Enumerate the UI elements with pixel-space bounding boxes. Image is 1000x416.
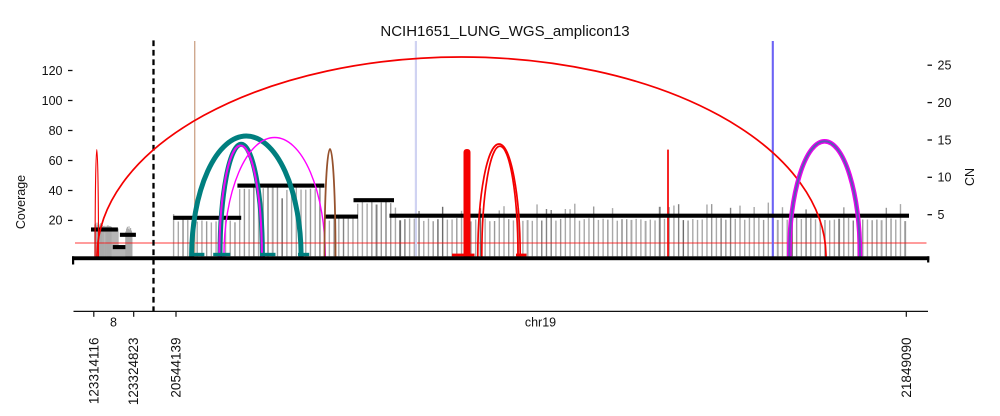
svg-text:20: 20	[49, 214, 63, 228]
svg-text:123314116: 123314116	[86, 338, 101, 405]
svg-text:60: 60	[49, 154, 63, 168]
svg-text:20: 20	[938, 96, 952, 110]
svg-text:80: 80	[49, 124, 63, 138]
svg-text:15: 15	[938, 133, 952, 147]
svg-text:20544139: 20544139	[169, 338, 184, 398]
svg-text:21849090: 21849090	[899, 338, 914, 398]
svg-text:25: 25	[938, 59, 952, 73]
svg-text:Coverage: Coverage	[14, 175, 28, 229]
svg-text:5: 5	[938, 208, 945, 222]
svg-text:40: 40	[49, 184, 63, 198]
svg-text:123324823: 123324823	[126, 338, 141, 406]
svg-text:10: 10	[938, 171, 952, 185]
svg-text:100: 100	[42, 94, 63, 108]
svg-text:chr19: chr19	[525, 316, 556, 330]
svg-text:NCIH1651_LUNG_WGS_amplicon13: NCIH1651_LUNG_WGS_amplicon13	[380, 23, 629, 40]
svg-text:8: 8	[110, 316, 117, 330]
svg-text:CN: CN	[963, 168, 977, 186]
svg-text:120: 120	[42, 64, 63, 78]
